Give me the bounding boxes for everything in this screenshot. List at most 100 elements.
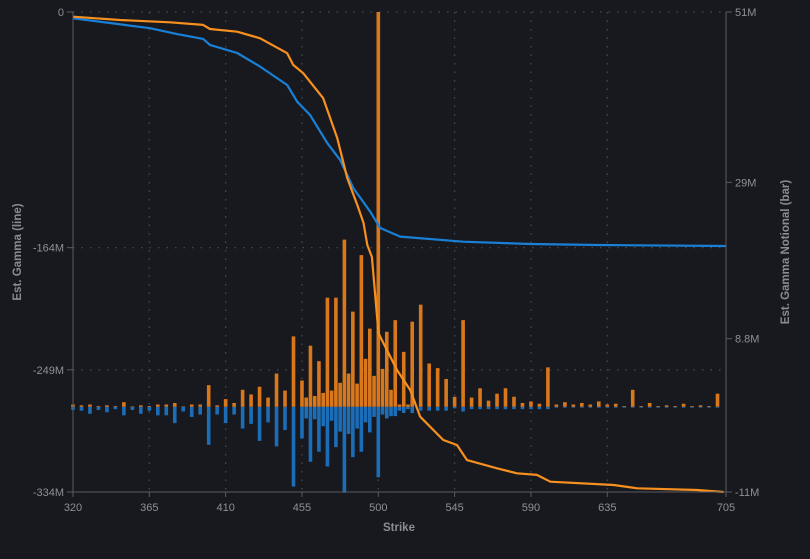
put-bar [707,406,711,408]
put-bar [681,406,686,408]
call-bar [334,297,338,407]
put-bar [613,406,618,408]
bar-series [71,12,720,493]
call-bar [461,320,465,407]
call-bar [546,367,550,407]
call-bar [427,363,431,407]
put-bar [397,406,402,411]
call-bar [673,406,677,407]
put-bar [312,406,317,420]
call-bar [300,380,304,407]
right-tick-label: 51M [735,7,756,19]
put-bar [622,406,627,408]
put-bar [304,406,309,419]
call-bar [329,390,334,407]
call-bar [325,297,330,407]
call-bar [406,404,410,407]
put-bar [368,406,372,433]
put-bar [249,406,253,424]
put-bar [317,406,321,452]
call-bar [283,390,287,407]
call-bar [257,386,262,407]
call-bar [96,406,101,407]
put-bar [596,406,601,408]
put-bar [240,406,245,429]
put-bar [630,406,635,408]
put-bar [563,406,567,408]
put-bar [351,406,355,458]
call-bar [613,403,618,407]
call-bar [240,389,245,407]
put-bar [113,406,118,410]
put-bar [376,406,381,478]
put-bar [181,406,186,412]
right-tick-label: 29M [735,177,756,189]
call-bar [397,404,402,407]
put-bar [308,406,313,462]
call-bar [707,406,711,407]
put-bar [355,406,359,429]
left-tick-label: 0 [58,7,64,19]
x-tick-label: 455 [293,502,311,514]
call-bar [554,404,559,407]
put-bar [452,406,457,409]
put-bar [206,406,211,445]
call-bar [664,405,669,407]
put-bar [122,406,126,416]
call-bar [605,404,610,407]
put-bar [359,406,364,452]
call-bar [266,397,270,407]
call-bar [529,401,533,407]
put-bar [172,406,177,424]
put-bar [554,406,559,408]
put-bar [512,406,516,410]
call-bar [563,402,567,407]
call-bar [588,404,593,407]
call-bar [156,404,160,407]
call-bar [469,397,474,407]
blue-gamma-line [72,17,727,248]
call-bar [622,406,627,407]
call-bar [232,402,236,407]
orange-gamma-line [72,15,724,494]
call-bar [372,375,376,407]
call-bar [512,396,516,407]
put-bar [139,406,143,414]
call-bar [715,393,720,407]
put-bar [329,406,334,421]
call-bar [393,320,398,407]
left-tick-label: -164M [33,243,64,255]
left-tick-label: -334M [33,487,64,499]
call-bar [88,404,92,407]
call-bar [410,321,415,407]
put-bar [215,406,219,415]
put-bar [189,406,194,417]
put-bar [444,406,448,411]
call-bar [495,393,499,407]
put-bar [291,406,296,487]
put-bar [469,406,474,410]
put-bar [418,406,423,411]
call-bar [317,361,321,407]
call-bar [389,389,393,407]
put-bar [198,406,203,415]
put-bar [690,406,694,408]
x-tick-label: 320 [64,502,82,514]
call-bar [520,402,525,407]
call-bar [656,406,660,407]
put-bar [147,406,152,411]
put-bar [338,406,342,432]
x-tick-label: 705 [717,502,735,514]
x-tick-label: 590 [522,502,540,514]
put-bar [334,406,338,448]
put-bar [503,406,508,410]
call-bar [249,394,253,407]
x-axis-title: Strike [383,522,415,534]
call-bar [172,402,177,407]
put-bar [266,406,270,423]
call-bar [444,378,448,407]
put-bar [461,406,465,412]
call-bar [418,304,423,407]
call-bar [452,396,457,407]
call-bar [690,406,694,407]
